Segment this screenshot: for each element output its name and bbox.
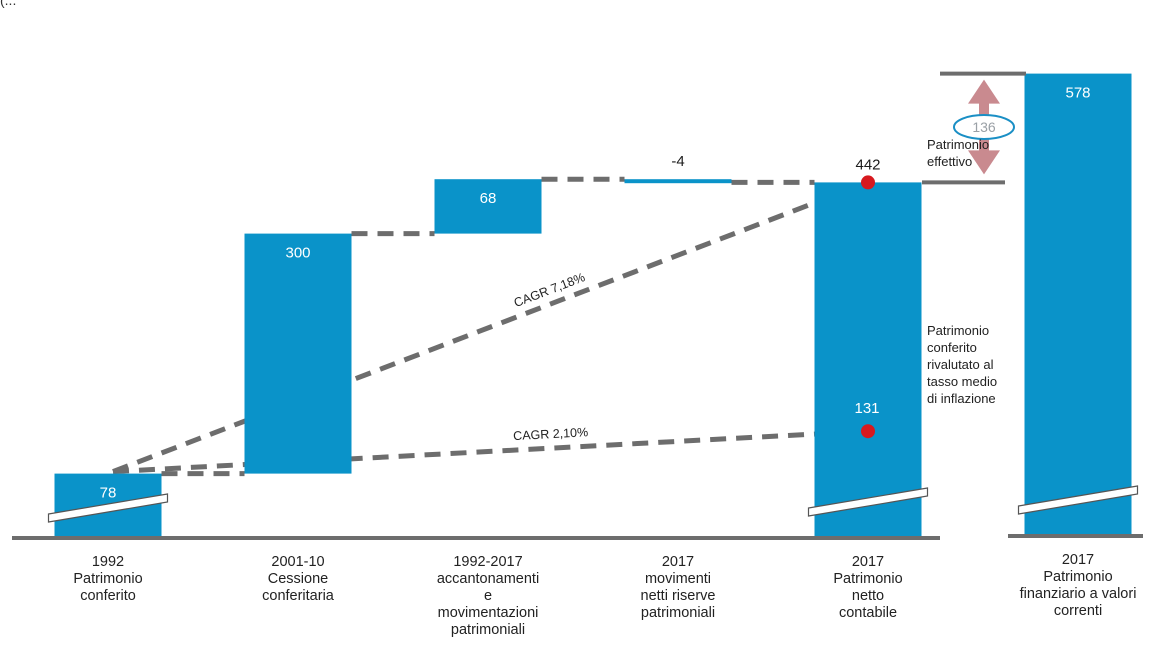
category-label-c4: 2017 movimenti netti riserve patrimoniali [608,554,748,622]
axis-break-b2017pn [807,487,929,517]
bar-b1992_2017 [434,179,542,234]
trend-line-cagr2 [112,428,869,475]
trend-label-cagr2: CAGR 2,10% [513,425,589,443]
bar-value-label-b1992: 78 [100,485,117,502]
note-line: Patrimonio [927,137,990,152]
category-label-c1: 1992 Patrimonio conferito [38,554,178,605]
category-label-line: correnti [1053,603,1103,619]
category-label-line: patrimoniali [640,605,716,621]
trend-line-cagr1 [112,180,869,474]
bar-b2017pf [1024,73,1132,536]
note-patrimonio-rivalutato: Patrimonio conferito rivalutato al tasso me… [927,322,997,407]
category-label-line: netto [851,588,885,604]
category-label-line: 1992 [91,554,125,570]
note-patrimonio-effettivo: Patrimonio effettivo [927,136,989,170]
bar-value-label-b2017pn: 442 [855,156,880,173]
category-label-c5: 2017 Patrimonio netto contabile [798,554,938,622]
bar-value-label-b2017pf: 578 [1065,85,1090,102]
note-line: di inflazione [927,391,996,406]
marker-m442 [861,175,875,190]
top-fragment-text: (... [0,0,17,8]
bar-value-label-b2001: 300 [285,245,310,262]
category-label-line: conferitaria [262,588,334,604]
bar-b2017mov [624,179,732,184]
trend-label-cagr1: CAGR 7,18% [512,270,587,310]
category-label-line: Patrimonio [73,571,143,587]
category-label-line: 2017 [851,554,885,570]
axis-break-b1992 [47,493,169,523]
category-label-line: conferito [80,588,136,604]
category-label-line: Cessione [267,571,329,587]
category-label-line: 1992-2017 [453,554,523,570]
bar-value-label-b1992_2017: 68 [480,190,497,207]
difference-arrow-head-down [968,150,1000,175]
category-label-c6: 2017 Patrimonio finanziario a valori corren… [1003,552,1153,620]
note-line: rivalutato al [927,357,994,372]
note-line: Patrimonio [927,323,990,338]
axis-break-b2017pf [1017,485,1139,515]
difference-badge [953,114,1015,140]
category-label-line: Patrimonio [833,571,903,587]
category-label-line: Patrimonio [1043,569,1113,585]
category-label-line: e [483,588,493,604]
category-label-line: 2001-10 [271,554,325,570]
category-label-line: movimentazioni [437,605,539,621]
difference-label: 136 [972,119,996,135]
category-label-line: netti riserve [640,588,716,604]
category-label-line: finanziario a valori [1019,586,1137,602]
difference-arrow-head-up [968,79,1000,104]
note-line: effettivo [927,154,973,169]
note-line: tasso medio [927,374,998,389]
marker-m131 [861,424,875,439]
note-line: conferito [927,340,977,355]
bar-value-label-b2017mov: -4 [671,153,684,170]
category-label-c2: 2001-10 Cessione conferitaria [228,554,368,605]
category-label-line: accantonamenti [436,571,540,587]
category-label-line: 2017 [661,554,695,570]
category-label-c3: 1992-2017 accantonamenti e movimentazioni pa… [418,554,558,639]
category-label-line: 2017 [1061,552,1095,568]
marker-label-m131: 131 [854,400,879,417]
bar-b2017pn [814,182,922,536]
category-label-line: movimenti [644,571,712,587]
bar-b2001 [244,233,352,474]
category-label-line: patrimoniali [450,622,526,638]
category-label-line: contabile [838,605,898,621]
